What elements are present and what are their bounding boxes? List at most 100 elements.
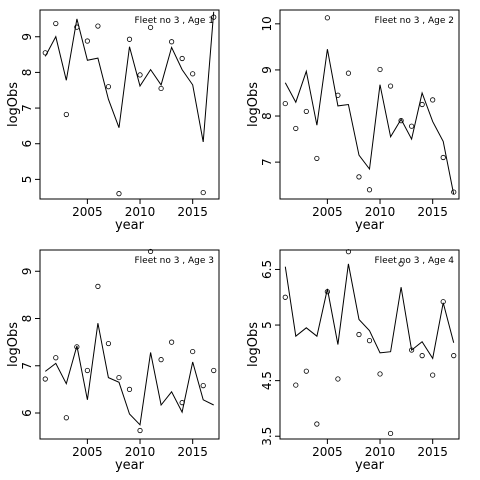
observation-point [377, 371, 383, 377]
observation-point [105, 84, 112, 90]
y-tick-label: 7 [20, 104, 34, 112]
fitted-line [44, 11, 215, 142]
observation-point [116, 191, 122, 197]
observation-point [84, 38, 90, 44]
observation-point [158, 85, 164, 92]
x-tick-label: 2015 [417, 445, 448, 459]
chart-panel-2: 2005 2010 2015 7 8 9 10 year logObs Fleet no 3 , … [246, 9, 460, 233]
x-axis-label: year [355, 218, 385, 233]
x-axis-label: year [115, 218, 145, 233]
y-tick-label: 9 [20, 267, 34, 275]
observation-point [303, 108, 309, 115]
observation-point [293, 125, 299, 132]
x-axis-label: year [355, 458, 385, 473]
plot-frame [279, 9, 460, 200]
y-tick-label: 10 [260, 16, 274, 31]
y-tick-label: 8 [20, 69, 34, 77]
observation-point [366, 338, 373, 344]
observation-point [53, 355, 59, 361]
panel-title: Fleet no 3 , Age 4 [374, 256, 454, 266]
observation-point [84, 367, 90, 374]
y-tick-label: 9 [260, 66, 274, 74]
panel-title: Fleet no 3 , Age 3 [134, 256, 214, 266]
observation-point [105, 340, 112, 347]
observation-point [430, 372, 436, 378]
observation-point [190, 71, 196, 77]
observation-point [324, 15, 330, 21]
observation-point [409, 123, 415, 129]
observation-point [179, 55, 185, 62]
y-tick-label: 9 [20, 33, 34, 41]
observation-point [335, 376, 341, 382]
chart-panel-3: 2005 2010 2015 6 7 8 9 year logObs Fleet no 3 , A… [6, 248, 220, 473]
observation-point [137, 427, 143, 434]
x-axis-label: year [115, 458, 145, 473]
observation-point [398, 261, 404, 267]
fitted-line [284, 49, 455, 195]
plot-frame [39, 9, 220, 200]
plot-frame [39, 249, 220, 440]
observation-point [419, 101, 425, 108]
y-tick-label: 6.5 [260, 260, 274, 279]
observation-point [419, 353, 425, 359]
observation-point [169, 339, 175, 345]
chart-panel-1: 2005 2010 2015 5 6 7 8 9 year logObs Fleet no 3 , … [6, 9, 220, 233]
observation-point [63, 415, 69, 421]
x-tick-label: 2010 [125, 205, 156, 219]
x-tick-label: 2010 [125, 445, 156, 459]
plot-frame [279, 249, 460, 440]
observation-point [190, 348, 196, 355]
observation-point [211, 367, 217, 374]
observation-point [451, 353, 457, 359]
x-tick-label: 2010 [365, 445, 396, 459]
observation-point [282, 294, 288, 300]
observation-point [345, 249, 352, 255]
observation-point [345, 70, 352, 76]
x-tick-label: 2005 [312, 445, 343, 459]
y-axis-label: logObs [6, 322, 21, 367]
observation-point [74, 344, 80, 350]
observation-point [126, 36, 133, 42]
fitted-line [284, 263, 455, 360]
observation-point [430, 97, 436, 103]
x-tick-label: 2015 [417, 205, 448, 219]
panel-title: Fleet no 3 , Age 1 [134, 16, 214, 26]
y-tick-label: 7 [20, 362, 34, 370]
observation-point [42, 376, 48, 382]
panel-title: Fleet no 3 , Age 2 [374, 16, 454, 26]
observation-point [314, 421, 320, 427]
observation-point [387, 83, 394, 89]
observation-point [63, 111, 69, 118]
observation-point [95, 283, 101, 289]
observation-point [314, 155, 320, 162]
y-tick-label: 3.5 [260, 427, 274, 446]
y-axis-label: logObs [246, 82, 261, 127]
chart-panel-4: 2005 2010 2015 3.5 4.5 5 6.5 year logObs Fleet no… [246, 249, 460, 473]
observation-point [116, 374, 122, 381]
observation-point [366, 187, 373, 193]
y-tick-label: 5 [260, 321, 274, 329]
y-tick-label: 8 [20, 315, 34, 323]
observation-point [147, 248, 154, 255]
y-axis-label: logObs [246, 322, 261, 367]
y-tick-label: 7 [260, 158, 274, 166]
x-tick-label: 2015 [177, 445, 208, 459]
x-tick-label: 2005 [72, 205, 103, 219]
observation-point [158, 357, 164, 363]
observation-point [126, 386, 133, 392]
observation-point [200, 383, 206, 389]
observation-point [356, 174, 362, 180]
observation-point [53, 20, 59, 27]
y-tick-label: 5 [20, 176, 34, 184]
y-axis-label: logObs [6, 82, 21, 127]
observation-point [387, 430, 394, 437]
x-tick-label: 2005 [72, 445, 103, 459]
observation-point [377, 66, 383, 73]
observation-point [147, 24, 154, 31]
y-tick-label: 8 [260, 112, 274, 120]
x-tick-label: 2010 [365, 205, 396, 219]
y-tick-label: 4.5 [260, 371, 274, 390]
observation-point [356, 331, 362, 338]
observation-point [440, 154, 446, 161]
